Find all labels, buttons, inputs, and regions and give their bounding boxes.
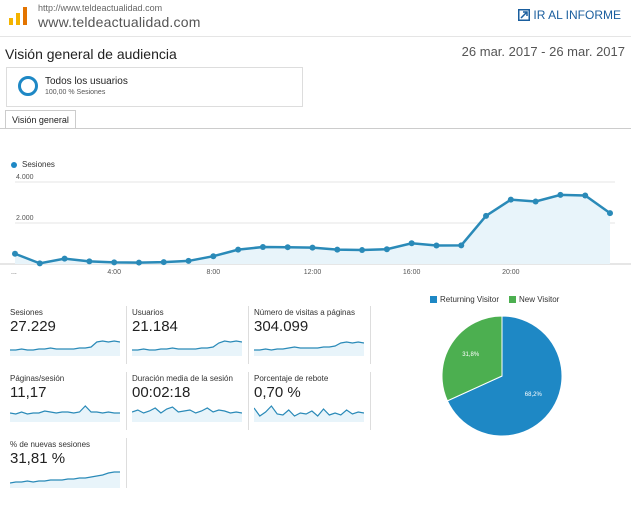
metric-label: Usuarios bbox=[132, 308, 164, 317]
metric-sparkline bbox=[132, 406, 242, 422]
metric-separator bbox=[126, 372, 127, 430]
pie-legend-item-new: New Visitor bbox=[509, 295, 559, 304]
sessions-point[interactable] bbox=[61, 255, 68, 262]
metric-separator bbox=[248, 306, 249, 364]
tab-overview[interactable]: Visión general bbox=[5, 110, 76, 129]
sessions-point[interactable] bbox=[284, 244, 291, 251]
metric-label: % de nuevas sesiones bbox=[10, 440, 91, 449]
x-tick-label: 20:00 bbox=[502, 269, 520, 276]
tab-divider bbox=[0, 128, 631, 129]
site-url: http://www.teldeactualidad.com bbox=[38, 3, 163, 13]
sessions-point[interactable] bbox=[86, 258, 93, 265]
metric-separator bbox=[248, 372, 249, 430]
goto-report-link[interactable]: IR AL INFORME bbox=[518, 8, 621, 22]
metric-sparkline bbox=[10, 340, 120, 356]
sessions-point[interactable] bbox=[111, 259, 118, 266]
metric-separator bbox=[126, 306, 127, 364]
metric-card[interactable]: Porcentaje de rebote 0,70 % bbox=[254, 374, 368, 430]
sessions-point[interactable] bbox=[383, 246, 390, 253]
metric-label: Porcentaje de rebote bbox=[254, 374, 329, 383]
metric-sparkline bbox=[10, 471, 120, 488]
segment-card[interactable]: Todos los usuarios 100,00 % Sesiones bbox=[6, 67, 303, 107]
metric-label: Páginas/sesión bbox=[10, 374, 65, 383]
pie-legend-label-returning: Returning Visitor bbox=[440, 295, 499, 304]
sessions-point[interactable] bbox=[135, 259, 142, 266]
segment-name: Todos los usuarios bbox=[45, 76, 128, 87]
metric-card[interactable]: Sesiones 27.229 bbox=[10, 308, 124, 364]
pie-slice-label: 68,2% bbox=[525, 392, 543, 398]
sessions-legend-marker bbox=[11, 162, 17, 168]
pie-legend: Returning Visitor New Visitor bbox=[430, 295, 559, 304]
metric-label: Sesiones bbox=[10, 308, 43, 317]
metric-card[interactable]: Usuarios 21.184 bbox=[132, 308, 246, 364]
segment-ring-icon bbox=[18, 76, 38, 96]
sessions-point[interactable] bbox=[557, 191, 564, 198]
sessions-area bbox=[15, 194, 610, 264]
pie-slice[interactable] bbox=[446, 315, 563, 437]
sessions-legend-label: Sesiones bbox=[22, 160, 55, 169]
sessions-point[interactable] bbox=[235, 246, 242, 253]
external-link-icon bbox=[518, 9, 531, 21]
pie-slice-label: 31,8% bbox=[462, 352, 480, 358]
sessions-point[interactable] bbox=[607, 210, 613, 217]
metric-card[interactable]: Número de visitas a páginas 304.099 bbox=[254, 308, 368, 364]
analytics-logo-icon bbox=[9, 7, 27, 25]
y-tick-label: 2.000 bbox=[16, 215, 34, 222]
sessions-line-chart: 4.000 2.000... 4:00 8:00 12:00 16:00 20:00 bbox=[0, 174, 631, 276]
x-tick-label: 8:00 bbox=[207, 269, 221, 276]
goto-report-label: IR AL INFORME bbox=[533, 8, 621, 22]
sessions-point[interactable] bbox=[185, 257, 192, 264]
metric-sparkline bbox=[132, 340, 242, 356]
sessions-point[interactable] bbox=[433, 242, 440, 249]
metric-card[interactable]: Páginas/sesión 11,17 bbox=[10, 374, 124, 430]
metric-value: 0,70 % bbox=[254, 384, 301, 401]
sessions-point[interactable] bbox=[458, 242, 465, 249]
y-tick-label: 4.000 bbox=[16, 174, 34, 181]
x-tick-label: ... bbox=[11, 269, 17, 276]
visitor-type-pie-chart: 68,2% 31,8% bbox=[441, 315, 563, 437]
metric-separator bbox=[126, 438, 127, 488]
metric-value: 31,81 % bbox=[10, 450, 66, 467]
sessions-point[interactable] bbox=[582, 192, 589, 199]
x-tick-label: 16:00 bbox=[403, 269, 421, 276]
metric-value: 00:02:18 bbox=[132, 384, 191, 401]
date-range[interactable]: 26 mar. 2017 - 26 mar. 2017 bbox=[461, 44, 625, 59]
sessions-point[interactable] bbox=[259, 243, 266, 250]
sessions-point[interactable] bbox=[359, 247, 366, 254]
sessions-point[interactable] bbox=[12, 250, 18, 257]
site-name: www.teldeactualidad.com bbox=[38, 14, 201, 30]
page-title: Visión general de audiencia bbox=[5, 46, 177, 62]
sessions-point[interactable] bbox=[408, 240, 415, 247]
sessions-point[interactable] bbox=[160, 259, 167, 266]
pie-legend-label-new: New Visitor bbox=[519, 295, 560, 304]
sessions-point[interactable] bbox=[334, 246, 341, 253]
x-tick-label: 4:00 bbox=[107, 269, 121, 276]
metric-card[interactable]: Duración media de la sesión 00:02:18 bbox=[132, 374, 246, 430]
sessions-point[interactable] bbox=[36, 260, 43, 267]
segment-subtitle: 100,00 % Sesiones bbox=[45, 89, 106, 96]
metric-label: Número de visitas a páginas bbox=[254, 308, 355, 317]
metric-sparkline bbox=[10, 405, 120, 422]
header-divider bbox=[0, 36, 631, 37]
sessions-point[interactable] bbox=[210, 253, 217, 260]
sessions-point[interactable] bbox=[507, 196, 514, 203]
metric-value: 21.184 bbox=[132, 318, 178, 335]
x-tick-label: 12:00 bbox=[304, 269, 322, 276]
pie-slice[interactable] bbox=[441, 315, 503, 402]
sessions-point[interactable] bbox=[532, 198, 539, 205]
sessions-point[interactable] bbox=[309, 244, 316, 251]
pie-legend-item-returning: Returning Visitor bbox=[430, 295, 499, 304]
sessions-point[interactable] bbox=[483, 212, 490, 219]
metric-label: Duración media de la sesión bbox=[132, 374, 233, 383]
metric-separator bbox=[370, 306, 371, 364]
metric-card[interactable]: % de nuevas sesiones 31,81 % bbox=[10, 440, 124, 496]
metric-value: 11,17 bbox=[10, 384, 47, 401]
metric-value: 27.229 bbox=[10, 318, 56, 335]
metric-value: 304.099 bbox=[254, 318, 309, 335]
metric-sparkline bbox=[254, 341, 364, 356]
metric-separator bbox=[370, 372, 371, 430]
metric-sparkline bbox=[254, 405, 364, 422]
